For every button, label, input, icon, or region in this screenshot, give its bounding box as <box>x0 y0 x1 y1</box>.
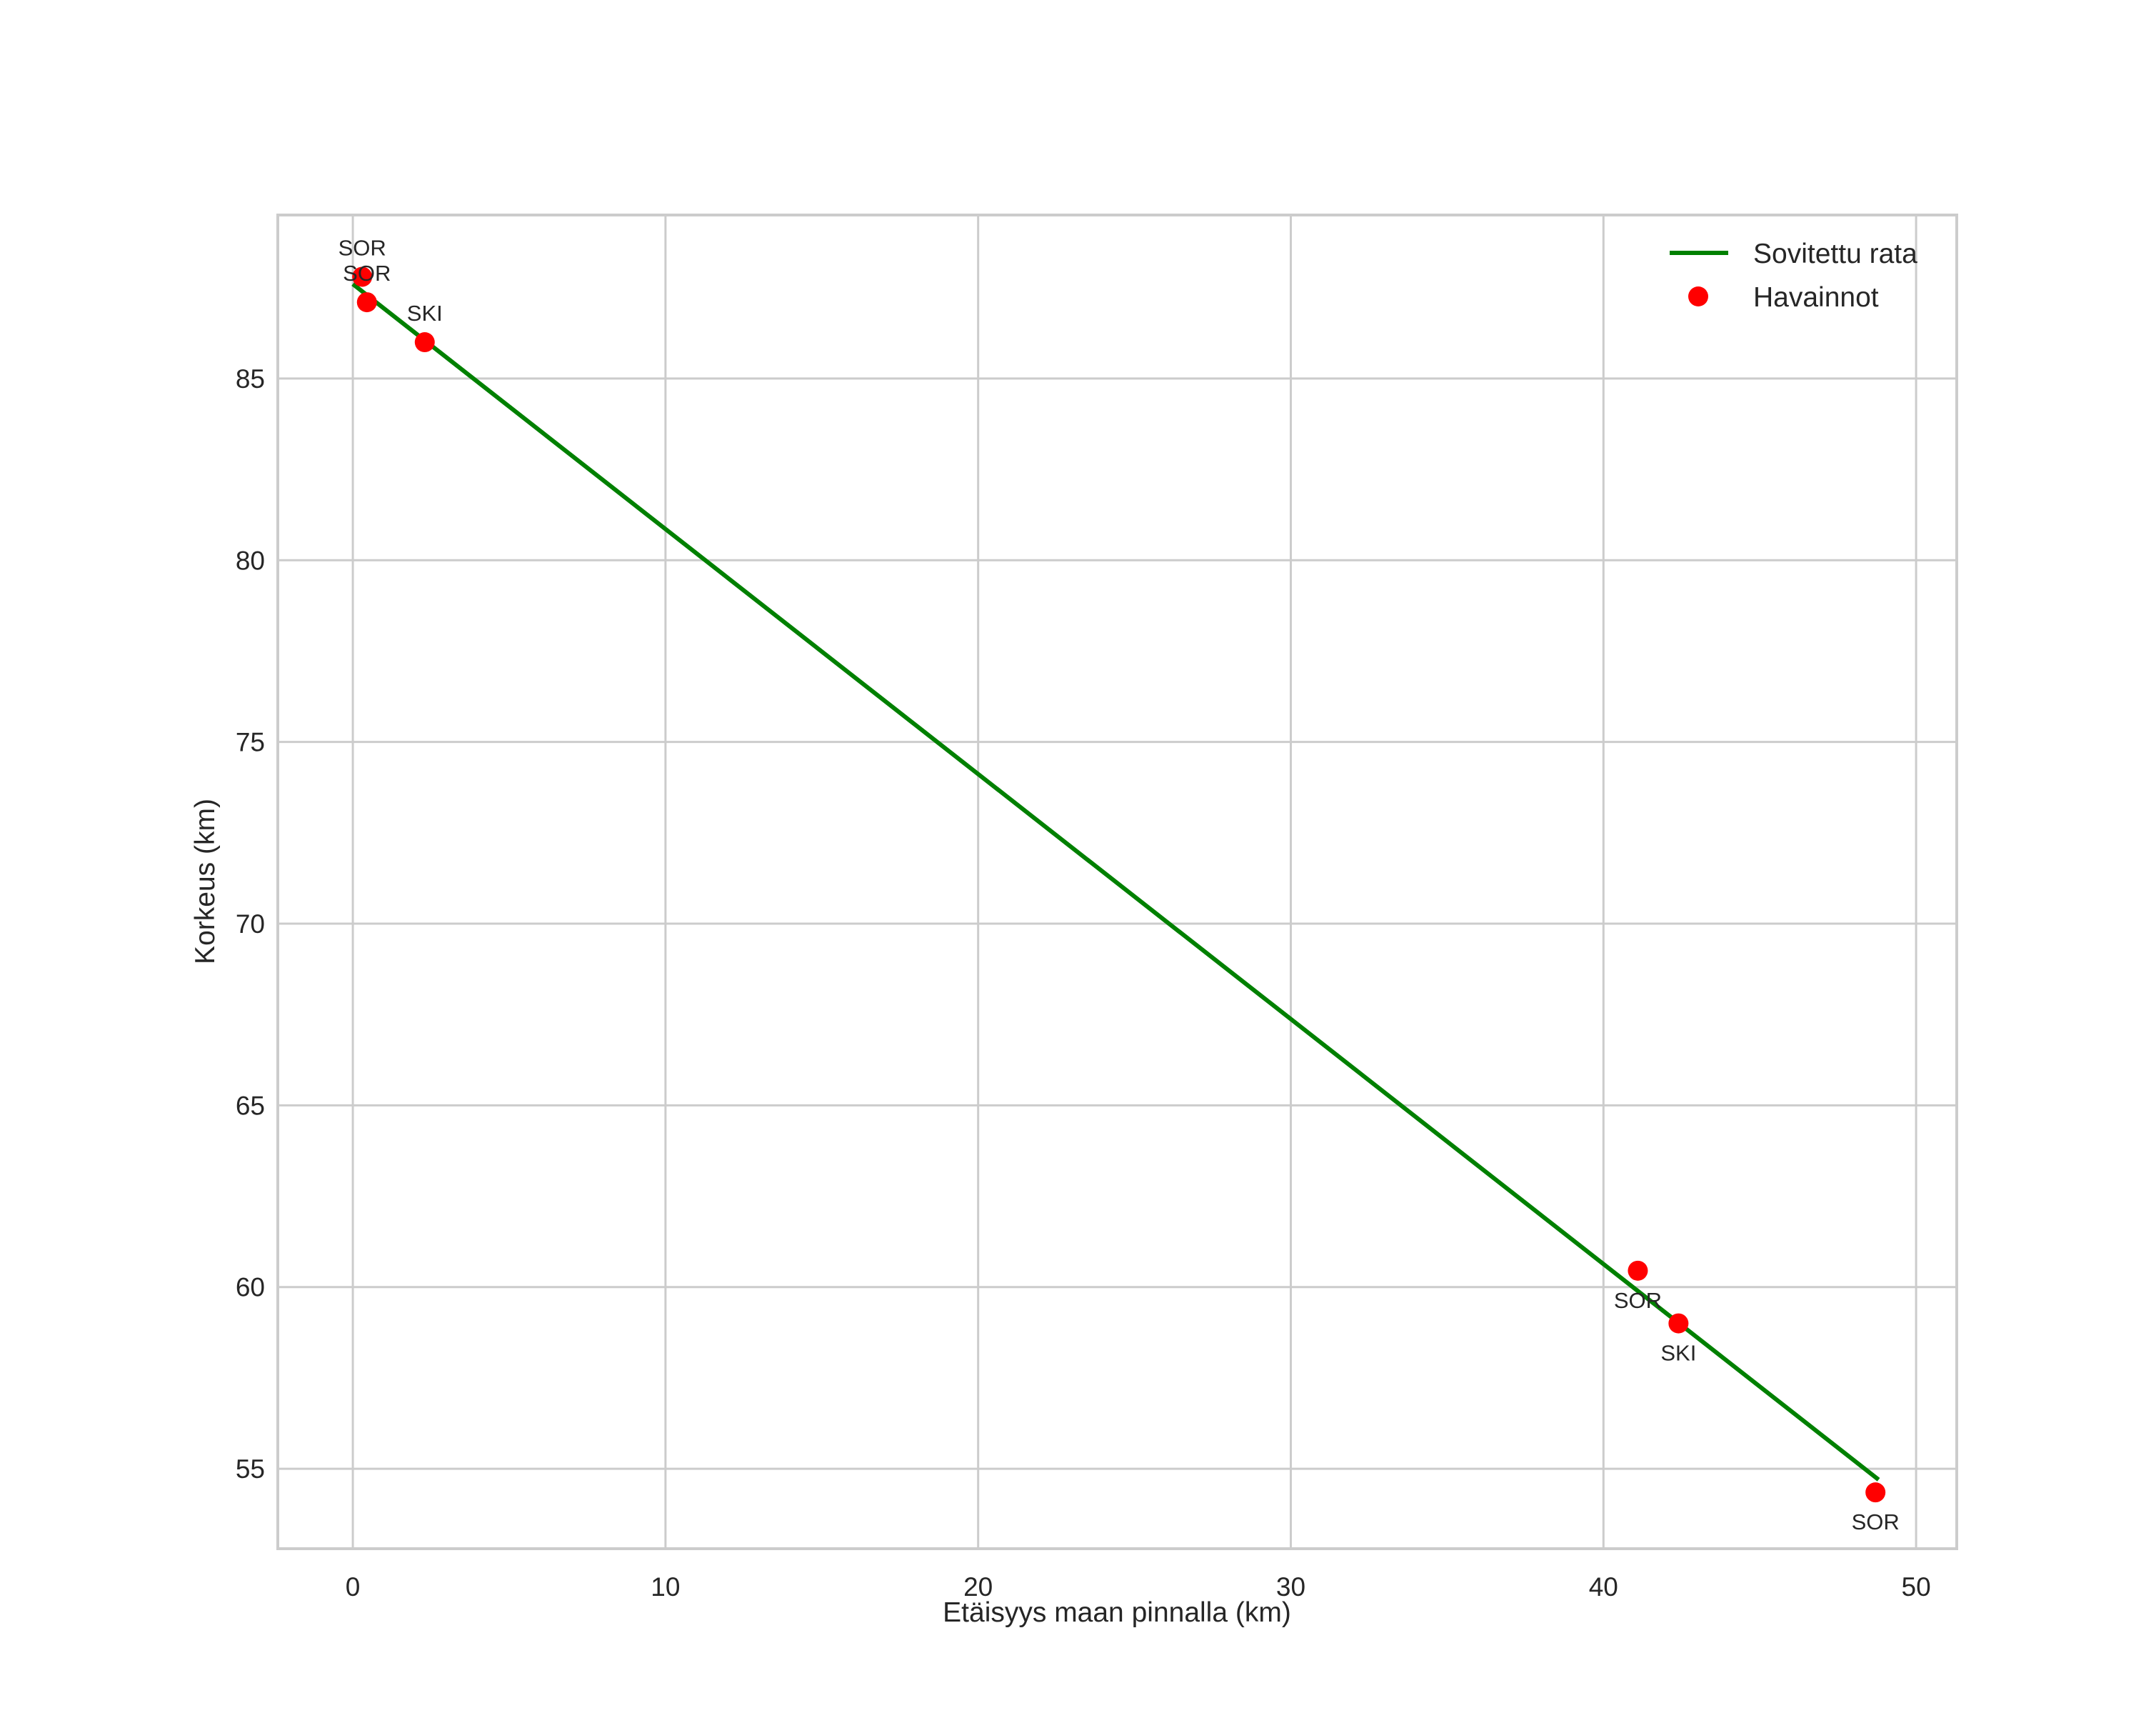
observation-point <box>1865 1482 1886 1503</box>
station-label: SOR <box>1852 1509 1900 1534</box>
x-tick-label: 0 <box>346 1572 361 1602</box>
observation-point <box>414 332 435 353</box>
legend-label-fitted: Sovitettu rata <box>1753 239 1917 269</box>
observation-point <box>1668 1313 1689 1334</box>
y-tick-labels: 55 60 65 70 75 80 85 <box>236 364 265 1484</box>
y-axis-label: Korkeus (km) <box>190 799 221 964</box>
x-tick-label: 50 <box>1902 1572 1931 1602</box>
x-tick-label: 30 <box>1276 1572 1305 1602</box>
y-tick-label: 55 <box>236 1454 265 1484</box>
x-tick-label: 40 <box>1589 1572 1618 1602</box>
station-label: SOR <box>339 235 386 260</box>
y-tick-label: 75 <box>236 728 265 757</box>
fitted-line <box>351 282 1880 1482</box>
y-tick-label: 60 <box>236 1273 265 1302</box>
legend: Sovitettu rata Havainnot <box>1670 239 1917 313</box>
fitted-trajectory-line <box>351 282 1880 1482</box>
axes-frame <box>276 214 1958 1550</box>
x-tick-label: 10 <box>651 1572 680 1602</box>
station-label: SKI <box>407 301 443 326</box>
grid-lines <box>278 215 1957 1549</box>
station-label: SOR <box>343 261 391 286</box>
x-tick-labels: 0 10 20 30 40 50 <box>346 1572 1931 1602</box>
legend-label-observations: Havainnot <box>1753 282 1879 313</box>
y-tick-label: 80 <box>236 546 265 575</box>
observation-point <box>356 292 377 313</box>
observation-point <box>1628 1260 1648 1281</box>
y-tick-label: 85 <box>236 364 265 394</box>
station-label: SKI <box>1660 1341 1696 1366</box>
legend-dot-icon <box>1688 286 1708 306</box>
x-axis-label: Etäisyys maan pinnalla (km) <box>943 1597 1291 1628</box>
x-tick-label: 20 <box>963 1572 993 1602</box>
y-tick-label: 65 <box>236 1091 265 1120</box>
y-tick-label: 70 <box>236 909 265 939</box>
station-label: SOR <box>1614 1288 1662 1313</box>
observation-point <box>352 266 373 287</box>
